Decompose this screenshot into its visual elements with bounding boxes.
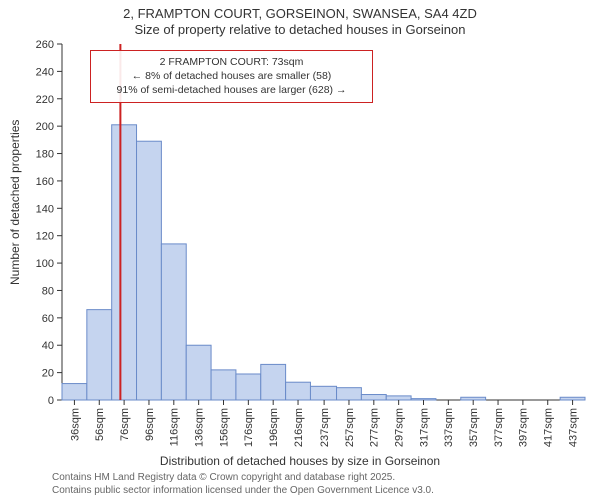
svg-text:120: 120 — [36, 231, 54, 243]
histogram-bar — [137, 141, 162, 400]
histogram-bar — [87, 310, 112, 400]
footnote-line2: Contains public sector information licen… — [52, 485, 434, 496]
svg-text:437sqm: 437sqm — [567, 408, 579, 447]
annotation-box: 2 FRAMPTON COURT: 73sqm ← 8% of detached… — [90, 50, 373, 103]
svg-text:257sqm: 257sqm — [344, 408, 356, 447]
svg-text:176sqm: 176sqm — [243, 408, 255, 447]
histogram-bar — [112, 125, 137, 400]
svg-text:417sqm: 417sqm — [543, 408, 555, 447]
histogram-bar — [161, 244, 186, 400]
svg-text:80: 80 — [42, 285, 54, 297]
y-axis-label: Number of detached properties — [8, 120, 22, 285]
histogram-bar — [286, 382, 311, 400]
svg-text:297sqm: 297sqm — [394, 408, 406, 447]
x-axis-label: Distribution of detached houses by size … — [0, 454, 600, 468]
svg-text:277sqm: 277sqm — [369, 408, 381, 447]
svg-text:76sqm: 76sqm — [119, 408, 131, 441]
svg-text:196sqm: 196sqm — [268, 408, 280, 447]
svg-text:36sqm: 36sqm — [69, 408, 81, 441]
svg-text:237sqm: 237sqm — [319, 408, 331, 447]
histogram-bar — [560, 397, 585, 400]
svg-text:56sqm: 56sqm — [94, 408, 106, 441]
svg-text:40: 40 — [42, 340, 54, 352]
chart-container: 0 20 40 60 80 100 120 140 160 180 200 220 240 260 36sq… — [0, 0, 600, 500]
histogram-bar — [310, 386, 336, 400]
svg-text:140: 140 — [36, 203, 54, 215]
histogram-bar — [62, 384, 87, 400]
svg-text:337sqm: 337sqm — [443, 408, 455, 447]
footnote-line1: Contains HM Land Registry data © Crown c… — [52, 472, 395, 483]
svg-text:240: 240 — [36, 66, 54, 78]
annotation-title: 2 FRAMPTON COURT: 73sqm — [99, 55, 364, 69]
svg-text:96sqm: 96sqm — [144, 408, 156, 441]
svg-text:216sqm: 216sqm — [293, 408, 305, 447]
svg-text:220: 220 — [36, 94, 54, 106]
histogram-bar — [186, 345, 211, 400]
svg-text:200: 200 — [36, 121, 54, 133]
svg-text:116sqm: 116sqm — [169, 408, 181, 446]
svg-text:60: 60 — [42, 313, 54, 325]
svg-text:160: 160 — [36, 176, 54, 188]
histogram-bar — [236, 374, 261, 400]
svg-text:100: 100 — [36, 258, 54, 270]
svg-text:156sqm: 156sqm — [218, 408, 230, 447]
svg-text:136sqm: 136sqm — [194, 408, 206, 447]
svg-text:0: 0 — [48, 395, 54, 407]
histogram-bar — [261, 364, 286, 400]
annotation-line-larger: 91% of semi-detached houses are larger (… — [99, 83, 364, 97]
svg-text:260: 260 — [36, 39, 54, 51]
svg-text:357sqm: 357sqm — [468, 408, 480, 447]
histogram-bar — [461, 397, 486, 400]
histogram-bar — [411, 399, 436, 400]
svg-text:397sqm: 397sqm — [518, 408, 530, 447]
annotation-line-smaller: ← 8% of detached houses are smaller (58) — [99, 69, 364, 83]
svg-text:180: 180 — [36, 149, 54, 161]
svg-text:377sqm: 377sqm — [493, 408, 505, 447]
histogram-bar — [361, 395, 386, 400]
histogram-bar — [211, 370, 236, 400]
svg-text:20: 20 — [42, 368, 54, 380]
histogram-bar — [386, 396, 411, 400]
svg-text:317sqm: 317sqm — [418, 408, 430, 447]
footnote: Contains HM Land Registry data © Crown c… — [52, 472, 434, 497]
histogram-bar — [337, 388, 362, 400]
